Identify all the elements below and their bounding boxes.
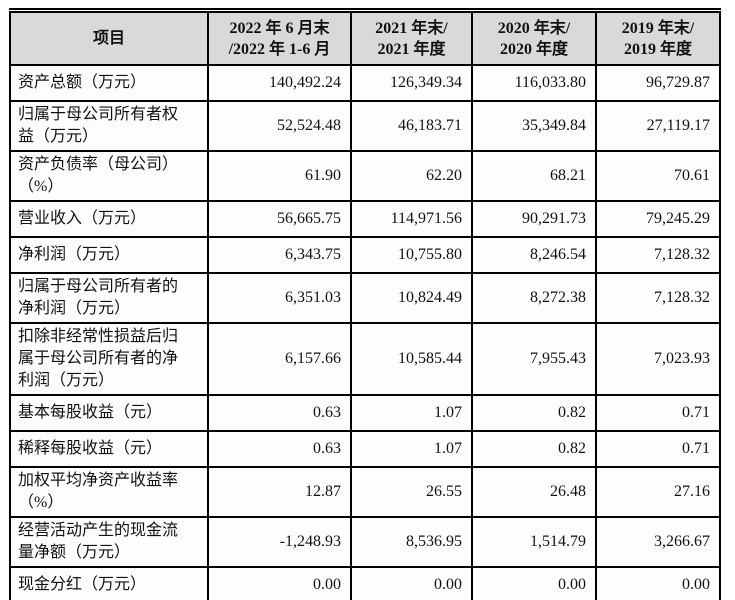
row-value: 0.82 bbox=[471, 430, 597, 468]
row-value: 26.48 bbox=[471, 466, 597, 518]
column-header-period-2021: 2021 年末/ 2021 年度 bbox=[350, 9, 473, 66]
column-header-period-2019: 2019 年末/ 2019 年度 bbox=[595, 9, 721, 66]
row-value: 0.63 bbox=[207, 430, 352, 468]
table-row: 现金分红（万元） 0.00 0.00 0.00 0.00 bbox=[9, 566, 721, 600]
row-value: 46,183.71 bbox=[350, 100, 473, 152]
table-row: 归属于母公司所有者的净利润（万元） 6,351.03 10,824.49 8,2… bbox=[9, 272, 721, 324]
row-value: 1.07 bbox=[350, 394, 473, 432]
row-label: 基本每股收益（元） bbox=[9, 394, 209, 432]
row-value: 10,585.44 bbox=[350, 322, 473, 396]
row-value: 68.21 bbox=[471, 150, 597, 202]
row-label: 净利润（万元） bbox=[9, 236, 209, 274]
period-line2: 2021 年度 bbox=[377, 40, 446, 58]
row-value: 7,023.93 bbox=[595, 322, 721, 396]
table-header: 项目 2022 年 6 月末 /2022 年 1-6 月 2021 年末/ 20… bbox=[9, 9, 721, 66]
period-line1: 2020 年末/ bbox=[497, 19, 571, 37]
row-value: 0.00 bbox=[350, 566, 473, 600]
row-value: 26.55 bbox=[350, 466, 473, 518]
row-value: 8,272.38 bbox=[471, 272, 597, 324]
table-row: 营业收入（万元） 56,665.75 114,971.56 90,291.73 … bbox=[9, 200, 721, 238]
period-line1: 2022 年 6 月末 bbox=[229, 19, 330, 37]
period-line2: /2022 年 1-6 月 bbox=[228, 40, 331, 58]
row-value: 0.71 bbox=[595, 394, 721, 432]
row-value: 62.20 bbox=[350, 150, 473, 202]
row-label: 归属于母公司所有者权益（万元） bbox=[9, 100, 209, 152]
period-line2: 2020 年度 bbox=[499, 40, 568, 58]
row-value: 126,349.34 bbox=[350, 64, 473, 102]
table-row: 净利润（万元） 6,343.75 10,755.80 8,246.54 7,12… bbox=[9, 236, 721, 274]
row-value: 27,119.17 bbox=[595, 100, 721, 152]
row-value: -1,248.93 bbox=[207, 516, 352, 568]
row-value: 79,245.29 bbox=[595, 200, 721, 238]
row-value: 0.82 bbox=[471, 394, 597, 432]
row-value: 3,266.67 bbox=[595, 516, 721, 568]
header-row: 项目 2022 年 6 月末 /2022 年 1-6 月 2021 年末/ 20… bbox=[9, 9, 721, 66]
row-value: 114,971.56 bbox=[350, 200, 473, 238]
table-row: 扣除非经常性损益后归属于母公司所有者的净利润（万元） 6,157.66 10,5… bbox=[9, 322, 721, 396]
row-value: 12.87 bbox=[207, 466, 352, 518]
column-header-item: 项目 bbox=[9, 9, 209, 66]
row-label: 现金分红（万元） bbox=[9, 566, 209, 600]
row-value: 61.90 bbox=[207, 150, 352, 202]
row-value: 140,492.24 bbox=[207, 64, 352, 102]
row-value: 10,824.49 bbox=[350, 272, 473, 324]
row-label: 资产总额（万元） bbox=[9, 64, 209, 102]
row-value: 0.00 bbox=[207, 566, 352, 600]
row-value: 10,755.80 bbox=[350, 236, 473, 274]
period-line2: 2019 年度 bbox=[623, 40, 692, 58]
row-value: 7,128.32 bbox=[595, 236, 721, 274]
row-value: 27.16 bbox=[595, 466, 721, 518]
row-value: 35,349.84 bbox=[471, 100, 597, 152]
table-body: 资产总额（万元） 140,492.24 126,349.34 116,033.8… bbox=[9, 64, 721, 600]
row-value: 6,351.03 bbox=[207, 272, 352, 324]
table-row: 资产负债率（母公司）（%） 61.90 62.20 68.21 70.61 bbox=[9, 150, 721, 202]
row-label: 加权平均净资产收益率（%） bbox=[9, 466, 209, 518]
row-label: 资产负债率（母公司）（%） bbox=[9, 150, 209, 202]
row-value: 6,157.66 bbox=[207, 322, 352, 396]
row-value: 8,536.95 bbox=[350, 516, 473, 568]
table-row: 加权平均净资产收益率（%） 12.87 26.55 26.48 27.16 bbox=[9, 466, 721, 518]
table-row: 基本每股收益（元） 0.63 1.07 0.82 0.71 bbox=[9, 394, 721, 432]
column-header-period-2020: 2020 年末/ 2020 年度 bbox=[471, 9, 597, 66]
period-line1: 2021 年末/ bbox=[375, 19, 448, 37]
row-value: 0.00 bbox=[595, 566, 721, 600]
period-line1: 2019 年末/ bbox=[621, 19, 695, 37]
table-row: 稀释每股收益（元） 0.63 1.07 0.82 0.71 bbox=[9, 430, 721, 468]
row-value: 90,291.73 bbox=[471, 200, 597, 238]
row-value: 0.00 bbox=[471, 566, 597, 600]
row-value: 6,343.75 bbox=[207, 236, 352, 274]
row-label: 稀释每股收益（元） bbox=[9, 430, 209, 468]
row-value: 56,665.75 bbox=[207, 200, 352, 238]
row-value: 52,524.48 bbox=[207, 100, 352, 152]
table-row: 经营活动产生的现金流量净额（万元） -1,248.93 8,536.95 1,5… bbox=[9, 516, 721, 568]
table-row: 资产总额（万元） 140,492.24 126,349.34 116,033.8… bbox=[9, 64, 721, 102]
row-label: 归属于母公司所有者的净利润（万元） bbox=[9, 272, 209, 324]
row-label: 经营活动产生的现金流量净额（万元） bbox=[9, 516, 209, 568]
row-value: 1,514.79 bbox=[471, 516, 597, 568]
row-label: 扣除非经常性损益后归属于母公司所有者的净利润（万元） bbox=[9, 322, 209, 396]
row-value: 7,128.32 bbox=[595, 272, 721, 324]
row-value: 70.61 bbox=[595, 150, 721, 202]
row-value: 116,033.80 bbox=[471, 64, 597, 102]
row-value: 8,246.54 bbox=[471, 236, 597, 274]
table-row: 归属于母公司所有者权益（万元） 52,524.48 46,183.71 35,3… bbox=[9, 100, 721, 152]
row-value: 96,729.87 bbox=[595, 64, 721, 102]
row-label: 营业收入（万元） bbox=[9, 200, 209, 238]
row-value: 0.71 bbox=[595, 430, 721, 468]
financial-indicators-table: 项目 2022 年 6 月末 /2022 年 1-6 月 2021 年末/ 20… bbox=[9, 8, 721, 600]
row-value: 7,955.43 bbox=[471, 322, 597, 396]
row-value: 0.63 bbox=[207, 394, 352, 432]
row-value: 1.07 bbox=[350, 430, 473, 468]
column-header-period-2022: 2022 年 6 月末 /2022 年 1-6 月 bbox=[207, 9, 352, 66]
